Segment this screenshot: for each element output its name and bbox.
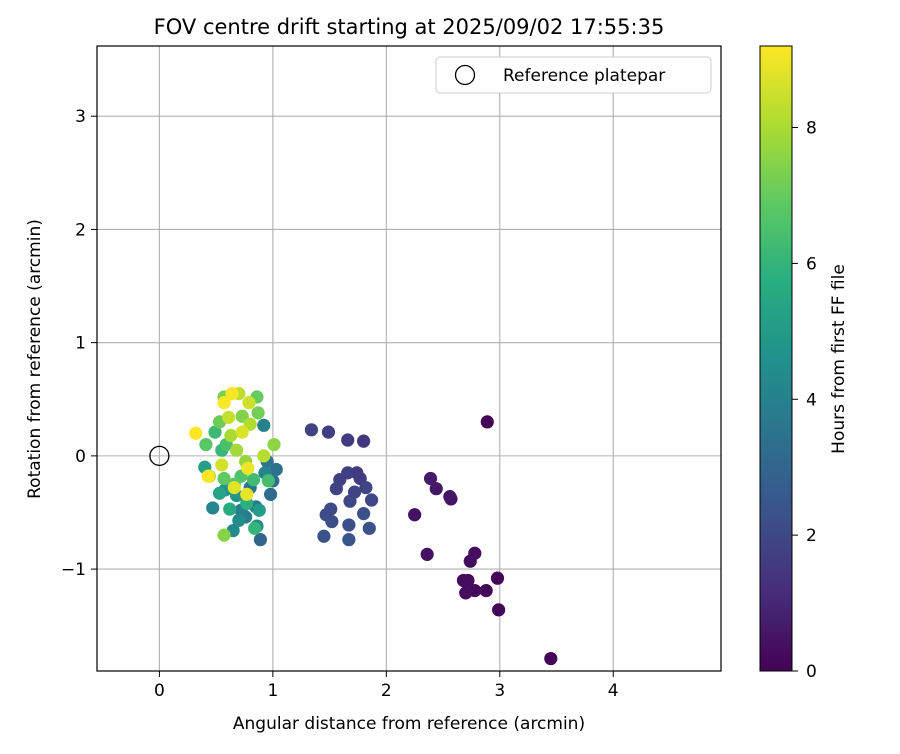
colorbar-tick-label: 4 xyxy=(806,390,817,410)
data-point xyxy=(325,514,339,529)
data-point xyxy=(342,518,356,532)
data-point xyxy=(420,547,434,561)
x-tick-label: 3 xyxy=(494,681,505,701)
legend-box xyxy=(435,56,712,94)
data-point xyxy=(206,501,220,515)
colorbar-tick-label: 0 xyxy=(806,662,817,682)
data-point xyxy=(225,386,239,401)
x-tick-label: 1 xyxy=(267,681,278,701)
grid-lines xyxy=(97,46,721,671)
colorbar-tick-label: 6 xyxy=(806,254,817,274)
plot-border xyxy=(96,45,722,672)
data-point xyxy=(241,461,255,475)
data-points xyxy=(149,386,558,666)
data-point xyxy=(217,471,231,486)
data-point xyxy=(267,437,281,452)
data-point xyxy=(341,433,355,447)
data-point xyxy=(343,494,357,508)
data-point xyxy=(248,521,262,535)
colorbar-tick-label: 2 xyxy=(806,526,817,546)
data-point xyxy=(217,528,231,542)
data-point xyxy=(479,584,493,598)
data-point xyxy=(253,533,267,547)
data-point xyxy=(492,603,506,617)
data-point xyxy=(357,434,371,448)
data-point xyxy=(456,573,471,588)
data-point xyxy=(359,480,373,495)
x-axis-label: Angular distance from reference (arcmin) xyxy=(233,714,585,734)
data-point xyxy=(201,469,215,483)
data-point xyxy=(459,586,473,600)
y-axis-label: Rotation from reference (arcmin) xyxy=(25,219,45,499)
data-point xyxy=(429,482,443,496)
data-point xyxy=(252,503,266,517)
data-point xyxy=(223,502,237,516)
data-point xyxy=(242,396,256,410)
data-point xyxy=(468,546,482,560)
reference-platepar-marker xyxy=(149,445,170,467)
colorbar-gradient xyxy=(759,45,793,672)
data-point xyxy=(408,508,422,522)
data-point xyxy=(208,425,222,439)
data-point xyxy=(544,651,558,666)
y-tick-label: 3 xyxy=(75,107,86,127)
data-point xyxy=(317,529,331,543)
data-point xyxy=(235,425,249,439)
y-tick-label: −1 xyxy=(61,560,86,580)
plot-frame xyxy=(96,45,722,672)
y-tick-label: 2 xyxy=(75,220,86,240)
data-point xyxy=(269,462,283,477)
data-point xyxy=(261,474,275,488)
data-point xyxy=(212,486,227,500)
data-point xyxy=(227,480,241,495)
data-point xyxy=(251,406,265,420)
data-point xyxy=(444,492,458,506)
data-point xyxy=(229,443,244,457)
data-point xyxy=(257,449,271,463)
data-point xyxy=(257,418,271,432)
data-point xyxy=(222,410,236,424)
data-point xyxy=(321,425,336,439)
data-point xyxy=(199,437,213,452)
data-point xyxy=(342,533,356,547)
x-tick-label: 0 xyxy=(154,681,165,701)
data-point xyxy=(490,571,505,585)
data-point xyxy=(304,423,319,437)
data-point xyxy=(189,426,203,440)
data-point xyxy=(240,496,254,511)
x-tick-label: 4 xyxy=(608,681,619,701)
legend-marker-reference xyxy=(454,64,476,86)
colorbar-tick-label: 8 xyxy=(806,119,817,139)
chart-title: FOV centre drift starting at 2025/09/02 … xyxy=(154,15,665,39)
data-point xyxy=(224,428,238,443)
legend: Reference platepar xyxy=(435,56,712,94)
data-point xyxy=(217,396,231,410)
data-point xyxy=(263,487,278,501)
data-point xyxy=(232,513,246,528)
data-point xyxy=(329,482,343,496)
y-tick-label: 1 xyxy=(75,334,86,354)
data-point xyxy=(423,471,438,486)
x-tick-label: 2 xyxy=(381,681,392,701)
data-point xyxy=(215,458,229,472)
colorbar-label: Hours from first FF file xyxy=(829,264,849,454)
colorbar-ticks: 0 2 4 6 8 xyxy=(792,119,817,682)
data-point xyxy=(357,507,371,521)
data-point xyxy=(480,415,494,429)
data-point xyxy=(362,521,376,535)
data-point xyxy=(246,473,261,487)
colorbar: 0 2 4 6 8 Hours from first FF file xyxy=(759,45,849,682)
data-point xyxy=(364,493,379,507)
legend-label-reference: Reference platepar xyxy=(503,66,665,86)
axis-ticks: 0 1 2 3 4 −1 0 1 2 3 xyxy=(61,107,619,701)
y-tick-label: 0 xyxy=(75,447,86,467)
data-point xyxy=(240,487,254,501)
